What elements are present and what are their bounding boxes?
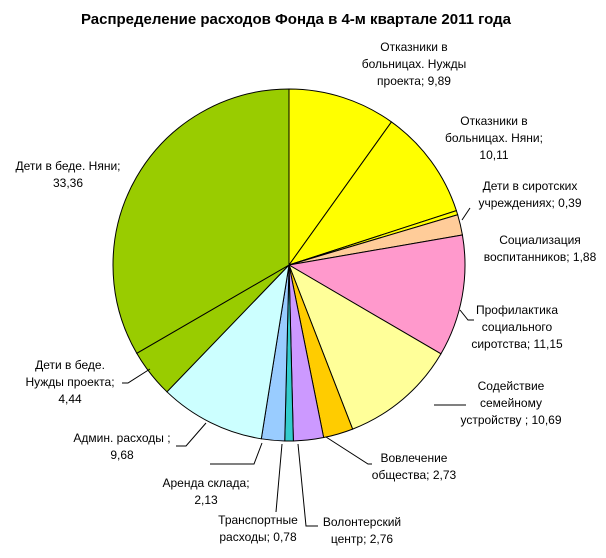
slice-label-line: Нужды проекта;: [25, 375, 114, 389]
slice-label-line: семейному: [480, 396, 542, 410]
pie-slice-6: [288, 263, 442, 430]
slice-label-line: Профилактика: [476, 303, 558, 317]
slice-label-line: общества; 2,73: [372, 468, 457, 482]
slice-label-line: Дети в беде. Няни;: [16, 159, 121, 173]
slice-label-2: Отказники в больницах. Няни; 10,11: [445, 114, 543, 162]
pie-slice-11: [166, 263, 290, 440]
slice-label-line: Отказники в: [380, 40, 447, 54]
pie-slice-2: [287, 121, 458, 266]
slice-label-line: 2,13: [194, 493, 218, 507]
leader-line-7: [325, 436, 372, 465]
slice-label-9: Транспортные расходы; 0,78: [218, 513, 298, 544]
slice-label-10: Аренда склада; 2,13: [162, 476, 249, 507]
slice-label-6: Содействие семейному устройству ; 10,69: [460, 379, 561, 427]
slice-label-line: проекта; 9,89: [377, 74, 451, 88]
slice-label-12: Дети в беде. Нужды проекта; 4,44: [25, 358, 114, 406]
leader-line-5: [459, 309, 474, 321]
slice-label-line: Транспортные: [218, 513, 298, 527]
slice-label-line: социального: [482, 320, 553, 334]
leader-line-8: [297, 443, 318, 527]
slice-label-3: Дети в сиротских учреждениях; 0,39: [478, 179, 581, 210]
slice-label-1: Отказники в больницах. Нужды проекта; 9,89: [362, 40, 467, 88]
slice-label-5: Профилактика социального сиротства; 11,15: [471, 303, 563, 351]
leader-line-3: [461, 207, 471, 221]
slice-label-7: Вовлечение общества; 2,73: [372, 451, 457, 482]
slice-label-line: Волонтерский: [323, 515, 401, 529]
slice-label-line: сиротства; 11,15: [471, 337, 563, 351]
slice-label-line: Дети в сиротских: [483, 179, 578, 193]
slice-label-line: 9,68: [110, 448, 134, 462]
slice-label-line: центр; 2,76: [331, 532, 394, 546]
slice-labels: Отказники в больницах. Нужды проекта; 9,89…: [16, 40, 597, 546]
slice-label-11: Админ. расходы ; 9,68: [73, 431, 170, 462]
slice-label-line: Социализация: [499, 233, 581, 247]
slice-label-line: Аренда склада;: [162, 476, 249, 490]
slice-label-line: Содействие: [478, 379, 545, 393]
leader-line-10: [210, 442, 263, 465]
leader-line-11: [176, 422, 207, 447]
slice-label-line: больницах. Няни;: [445, 131, 543, 145]
pie-slice-1: [288, 88, 393, 267]
slice-label-4: Социализация воспитанников; 1,88: [484, 233, 597, 264]
chart-title: Распределение расходов Фонда в 4-м кварт…: [81, 11, 512, 28]
slice-label-line: больницах. Нужды: [362, 57, 467, 71]
leader-line-12: [122, 368, 151, 384]
slice-label-line: расходы; 0,78: [219, 530, 297, 544]
slice-label-13: Дети в беде. Няни; 33,36: [16, 159, 121, 190]
slice-label-line: воспитанников; 1,88: [484, 250, 597, 264]
pie-slice-13: [112, 88, 290, 354]
slice-label-line: Вовлечение: [381, 451, 448, 465]
slice-label-line: устройству ; 10,69: [460, 413, 561, 427]
pie-slice-5: [287, 234, 466, 355]
pie-slices: [112, 88, 466, 442]
slice-label-line: Админ. расходы ;: [73, 431, 170, 445]
slice-label-line: 4,44: [58, 392, 82, 406]
leader-line-9: [275, 443, 283, 513]
leader-lines: [122, 207, 474, 527]
slice-label-line: Отказники в: [460, 114, 527, 128]
slice-label-line: 10,11: [479, 148, 508, 162]
slice-label-line: 33,36: [53, 176, 83, 190]
slice-label-line: Дети в беде.: [35, 358, 105, 372]
slice-label-8: Волонтерский центр; 2,76: [323, 515, 401, 546]
slice-label-line: учреждениях; 0,39: [478, 196, 581, 210]
